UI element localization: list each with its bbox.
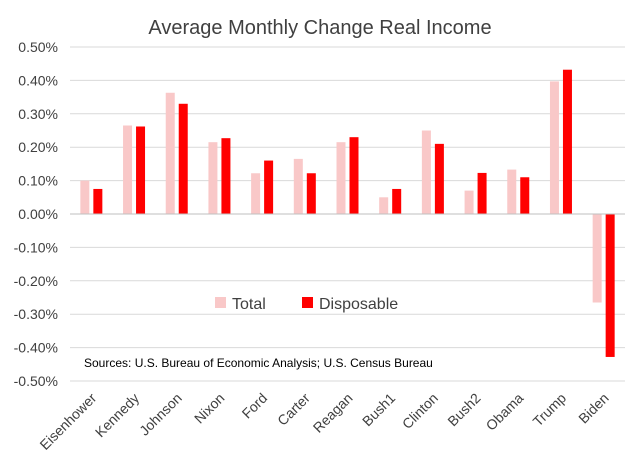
- x-tick-label: Trump: [530, 390, 570, 430]
- legend-label-disposable: Disposable: [319, 296, 398, 313]
- y-tick-label: 0.40%: [18, 72, 58, 88]
- y-tick-label: 0.10%: [18, 173, 58, 189]
- bar-disposable-biden: [605, 214, 615, 357]
- bar-disposable-eisenhower: [93, 188, 103, 214]
- x-tick-label: Biden: [575, 390, 612, 427]
- y-tick-label: 0.20%: [18, 139, 58, 155]
- y-tick-label: 0.30%: [18, 106, 58, 122]
- bar-disposable-nixon: [221, 138, 231, 214]
- bar-disposable-ford: [264, 160, 274, 214]
- bar-disposable-clinton: [434, 143, 444, 214]
- bar-disposable-carter: [306, 173, 316, 214]
- y-tick-label: 0.00%: [18, 206, 58, 222]
- y-tick-label: -0.20%: [14, 273, 58, 289]
- y-tick-label: -0.40%: [14, 340, 58, 356]
- bar-disposable-trump: [562, 69, 572, 214]
- bar-total-johnson: [165, 92, 175, 214]
- bar-disposable-kennedy: [136, 126, 146, 214]
- legend-swatch-disposable: [302, 297, 313, 308]
- x-tick-label: Carter: [274, 390, 313, 429]
- source-annotation: Sources: U.S. Bureau of Economic Analysi…: [84, 356, 433, 370]
- x-tick-label: Kennedy: [92, 390, 142, 440]
- y-tick-label: 0.50%: [18, 39, 58, 55]
- x-tick-label: Reagan: [310, 390, 356, 436]
- bar-disposable-bush2: [477, 172, 487, 214]
- bar-total-clinton: [421, 130, 431, 214]
- x-tick-label: Ford: [239, 390, 271, 422]
- bar-total-obama: [507, 169, 517, 214]
- legend-label-total: Total: [232, 296, 266, 313]
- bar-total-bush2: [464, 190, 474, 214]
- bar-disposable-reagan: [349, 137, 359, 214]
- y-tick-label: -0.50%: [14, 373, 58, 389]
- y-tick-label: -0.10%: [14, 239, 58, 255]
- bar-disposable-johnson: [178, 103, 188, 214]
- x-tick-label: Clinton: [399, 390, 441, 432]
- bar-total-reagan: [336, 142, 346, 214]
- x-tick-label: Eisenhower: [36, 390, 99, 453]
- legend-swatch-total: [215, 297, 226, 308]
- bar-total-kennedy: [123, 125, 133, 214]
- bar-disposable-bush1: [392, 188, 402, 214]
- bar-total-nixon: [208, 142, 218, 214]
- x-tick-label: Bush2: [444, 390, 484, 430]
- bar-total-eisenhower: [80, 180, 90, 214]
- legend: Total Disposable: [215, 296, 398, 313]
- bar-total-bush1: [379, 197, 389, 214]
- x-tick-label: Bush1: [359, 390, 399, 430]
- bar-disposable-obama: [520, 177, 530, 214]
- y-tick-label: -0.30%: [14, 306, 58, 322]
- chart-title: Average Monthly Change Real Income: [148, 17, 491, 39]
- bar-total-carter: [293, 158, 303, 214]
- y-axis-ticks: -0.50% -0.40% -0.30% -0.20% -0.10% 0.00% 0.10%…: [14, 39, 58, 389]
- x-tick-label: Nixon: [191, 390, 228, 427]
- bar-total-ford: [251, 173, 261, 214]
- bar-total-biden: [592, 214, 602, 303]
- bar-total-trump: [549, 81, 559, 214]
- x-tick-label: Johnson: [136, 390, 185, 439]
- bars: [80, 69, 615, 357]
- x-tick-label: Obama: [483, 390, 527, 434]
